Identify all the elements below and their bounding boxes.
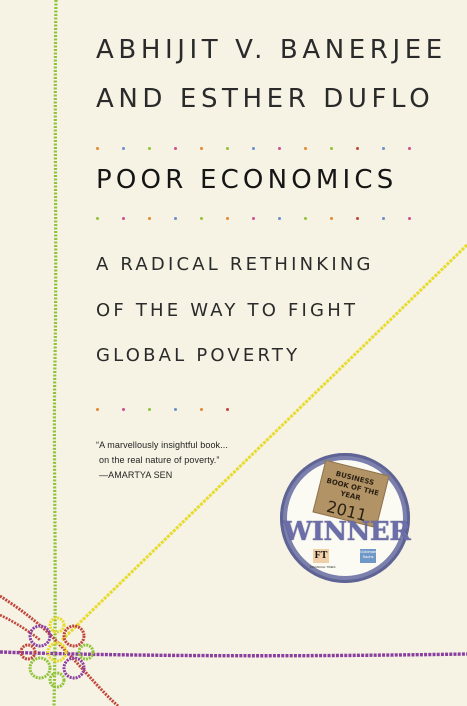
award-winner-label: WINNER: [283, 517, 411, 547]
author-line-2: AND ESTHER DUFLO: [96, 84, 435, 114]
author-line-1: ABHIJIT V. BANERJEE: [96, 35, 447, 65]
goldman-sachs-logo: Goldman Sachs: [360, 549, 376, 563]
dotted-divider: [96, 210, 434, 221]
ft-logo: FT: [313, 549, 329, 563]
dotted-divider: [96, 140, 434, 151]
purple-string: [0, 650, 467, 658]
subtitle-line-1: A RADICAL RETHINKING: [96, 254, 374, 275]
string-knot: [19, 616, 95, 689]
award-sticker: BUSINESS BOOK OF THE YEAR 2011 WINNER FT…: [280, 453, 420, 593]
subtitle-line-2: OF THE WAY TO FIGHT: [96, 300, 359, 321]
subtitle-line-3: GLOBAL POVERTY: [96, 345, 301, 366]
book-title: POOR ECONOMICS: [96, 165, 398, 195]
dotted-divider: [96, 401, 252, 412]
yellow-string: [60, 243, 467, 642]
green-string: [52, 0, 58, 706]
red-string-2: [0, 613, 41, 642]
ft-label: FINANCIAL TIMES: [310, 565, 336, 569]
blurb-line-2: on the real nature of poverty.”: [99, 455, 220, 465]
blurb-attribution: —AMARTYA SEN: [99, 470, 173, 480]
blurb-quote: “A marvellously insightful book... on th…: [96, 438, 228, 483]
blurb-line-1: “A marvellously insightful book...: [96, 440, 228, 450]
